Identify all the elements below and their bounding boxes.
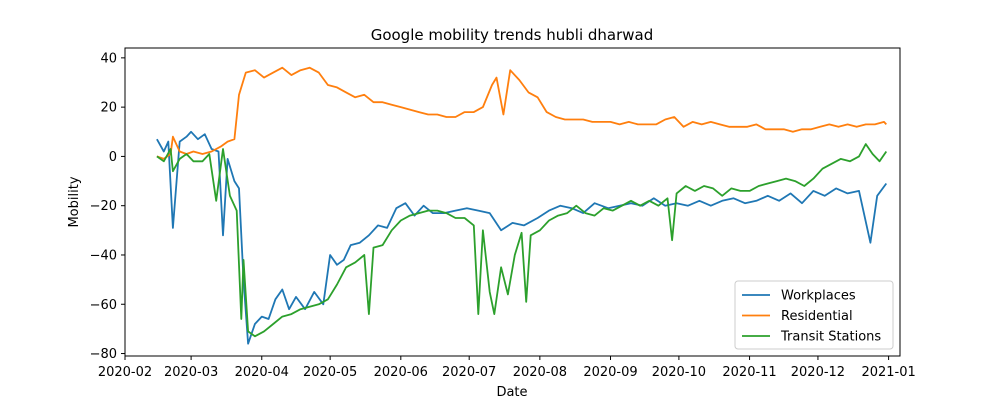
x-axis: 2020-02 2020-03 2020-04 2020-05 2020-06 2020-…	[98, 356, 916, 380]
legend-label-1: Residential	[781, 309, 853, 324]
plot-area-frame	[124, 47, 901, 357]
chart-title: Google mobility trends hubli dharwad	[371, 26, 654, 44]
x-tick-label: 2020-12	[791, 365, 845, 380]
y-tick-label: −60	[90, 298, 117, 313]
legend-label-2: Transit Stations	[780, 330, 881, 345]
y-tick-label: 20	[100, 101, 117, 116]
plot-lines	[156, 66, 888, 345]
x-tick-label: 2020-05	[303, 365, 357, 380]
x-tick-label: 2020-10	[652, 365, 706, 380]
y-axis: −80 −60 −40 −20 0 20 40	[90, 51, 125, 362]
x-tick-label: 2020-08	[513, 365, 567, 380]
x-axis-title: Date	[496, 385, 527, 400]
y-tick-label: −40	[90, 248, 117, 263]
x-tick-label: 2020-06	[374, 365, 428, 380]
y-tick-label: 0	[109, 150, 117, 165]
y-tick-label: −20	[90, 199, 117, 214]
series-line-2	[156, 143, 888, 338]
y-axis-title: Mobility	[67, 176, 82, 227]
legend-label-0: Workplaces	[781, 289, 856, 304]
x-tick-label: 2021-01	[861, 365, 915, 380]
series-line-0	[156, 130, 888, 345]
legend-box	[734, 280, 894, 350]
legend: Workplaces Residential Transit Stations	[734, 280, 894, 350]
x-tick-label: 2020-03	[164, 365, 218, 380]
y-tick-label: −80	[90, 347, 117, 362]
x-tick-label: 2020-09	[583, 365, 637, 380]
x-tick-label: 2020-11	[722, 365, 776, 380]
series-line-1	[156, 66, 887, 160]
x-tick-label: 2020-02	[98, 365, 152, 380]
x-tick-label: 2020-07	[442, 365, 496, 380]
x-tick-label: 2020-04	[235, 365, 289, 380]
y-tick-label: 40	[100, 51, 117, 66]
